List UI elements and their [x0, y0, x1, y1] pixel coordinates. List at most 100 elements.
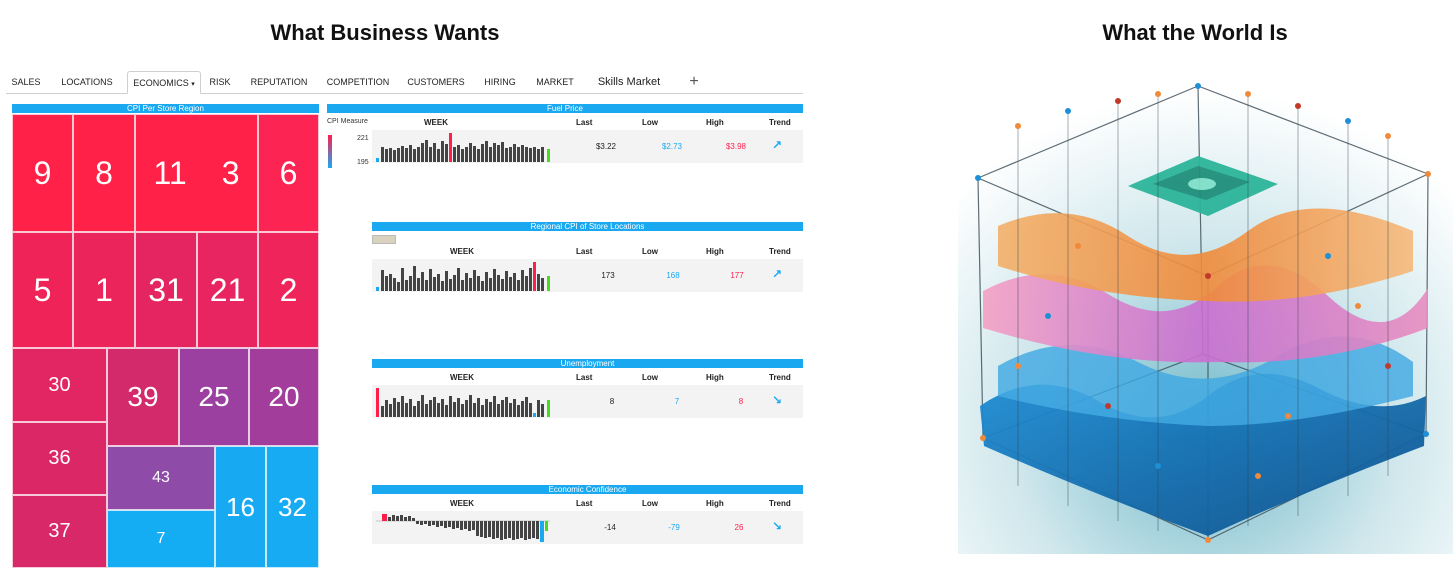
tab-competition[interactable]: COMPETITION	[326, 77, 390, 87]
unemployment-low: 7	[674, 397, 680, 406]
add-tab-button[interactable]: +	[689, 73, 699, 90]
tab-hiring[interactable]: HIRING	[484, 77, 516, 87]
col-last: Last	[576, 499, 593, 508]
col-high: High	[706, 247, 724, 256]
legend-title: CPI Measure	[327, 118, 368, 125]
metric-row[interactable]: 173 168 177 ↗	[372, 259, 803, 292]
network-cube-art	[958, 66, 1453, 554]
col-trend: Trend	[769, 499, 791, 508]
cpi-last: 173	[601, 271, 615, 280]
treemap-cell[interactable]: 37	[12, 495, 107, 568]
trend-down-icon: ↘	[772, 393, 783, 407]
panel-economic-confidence: WEEK Last Low High Trend -14 -79 26 ↘	[372, 496, 803, 546]
col-high: High	[706, 373, 724, 382]
cpi-low: 168	[666, 271, 680, 280]
treemap-cell[interactable]: 8	[73, 114, 135, 232]
top-core	[1128, 156, 1278, 216]
treemap-cell[interactable]: 6	[258, 114, 319, 232]
right-heading: What the World Is	[1102, 20, 1288, 45]
fuel-high: $3.98	[725, 142, 747, 151]
sparkline-fuel	[376, 133, 550, 162]
col-low: Low	[642, 499, 658, 508]
sparkline-cpi	[376, 262, 550, 291]
col-last: Last	[576, 118, 593, 127]
col-week: WEEK	[424, 118, 448, 127]
tab-risk[interactable]: RISK	[209, 77, 231, 87]
treemap-title: CPI Per Store Region	[12, 104, 319, 113]
treemap-cell[interactable]: 32	[266, 446, 319, 568]
treemap-cell[interactable]: 25	[179, 348, 249, 446]
trend-up-icon: ↗	[772, 138, 783, 152]
network-lines	[1017, 94, 1389, 531]
treemap-cell[interactable]: 1	[73, 232, 135, 348]
cpi-legend: CPI Measure 221 195	[325, 118, 373, 170]
tab-locations[interactable]: LOCATIONS	[61, 77, 113, 87]
treemap-cell[interactable]: 20	[249, 348, 319, 446]
network-nodes	[975, 83, 1431, 543]
sparkline-confidence	[376, 514, 550, 542]
chevron-down-icon: ▾	[191, 81, 195, 88]
treemap-cell[interactable]: 11 3	[135, 114, 258, 232]
treemap-cell[interactable]: 36	[12, 422, 107, 495]
sparkline-bars	[381, 266, 544, 291]
cpi-high: 177	[730, 271, 744, 280]
panel-unemployment: WEEK Last Low High Trend 8 7 8 ↘	[372, 370, 803, 420]
col-week: WEEK	[450, 373, 474, 382]
sparkline-bars	[381, 395, 544, 417]
sparkline-bars	[381, 140, 544, 162]
metric-row[interactable]: -14 -79 26 ↘	[372, 511, 803, 544]
confidence-low: -79	[668, 523, 680, 532]
col-high: High	[706, 499, 724, 508]
tab-economics-label: ECONOMICS	[133, 78, 189, 88]
orange-wave-layer	[998, 208, 1413, 302]
tab-customers[interactable]: CUSTOMERS	[407, 77, 465, 87]
treemap-cell[interactable]: 30	[12, 348, 107, 422]
panel-title-economic-confidence: Economic Confidence	[372, 485, 803, 494]
col-low: Low	[642, 373, 658, 382]
col-week: WEEK	[450, 499, 474, 508]
col-last: Last	[576, 247, 593, 256]
col-last: Last	[576, 373, 593, 382]
sparkline-unemployment	[376, 388, 550, 417]
treemap-cell[interactable]: 5	[12, 232, 73, 348]
panel-title-fuel-price: Fuel Price	[327, 104, 803, 113]
metric-row[interactable]: 8 7 8 ↘	[372, 385, 803, 418]
panel-regional-cpi: WEEK Last Low High Trend 173 168 177 ↗	[372, 233, 803, 293]
col-week: WEEK	[450, 247, 474, 256]
tab-economics[interactable]: ECONOMICS ▾	[127, 71, 201, 94]
col-high: High	[706, 118, 724, 127]
tab-market[interactable]: MARKET	[536, 77, 574, 87]
metric-row[interactable]: $3.22 $2.73 $3.98 ↗	[372, 130, 803, 163]
tab-bar: SALES LOCATIONS ECONOMICS ▾ RISK REPUTAT…	[6, 71, 803, 94]
treemap-cell[interactable]: 16	[215, 446, 266, 568]
unemployment-high: 8	[738, 397, 744, 406]
col-low: Low	[642, 247, 658, 256]
col-low: Low	[642, 118, 658, 127]
treemap-cell[interactable]: 9	[12, 114, 73, 232]
panel-fuel-price: WEEK Last Low High Trend $3.22 $2.73 $3.…	[372, 116, 803, 166]
treemap-cell[interactable]: 2	[258, 232, 319, 348]
cpi-treemap: 9 8 11 3 6 5 1 31 21 2 30 39 25 20 36 43 …	[12, 114, 319, 568]
sparkline-bars	[388, 515, 539, 540]
col-trend: Trend	[769, 373, 791, 382]
fuel-low: $2.73	[661, 142, 683, 151]
trend-up-icon: ↗	[772, 267, 783, 281]
panel-title-regional-cpi: Regional CPI of Store Locations	[372, 222, 803, 231]
col-trend: Trend	[769, 118, 791, 127]
tab-reputation[interactable]: REPUTATION	[250, 77, 308, 87]
tab-sales[interactable]: SALES	[11, 77, 41, 87]
tab-skills-market[interactable]: Skills Market	[597, 76, 661, 88]
legend-max: 221	[357, 135, 369, 142]
trend-down-icon: ↘	[772, 519, 783, 533]
confidence-last: -14	[604, 523, 616, 532]
legend-min: 195	[357, 159, 369, 166]
treemap-cell[interactable]: 39	[107, 348, 179, 446]
fuel-last: $3.22	[595, 142, 617, 151]
unemployment-last: 8	[609, 397, 615, 406]
col-trend: Trend	[769, 247, 791, 256]
treemap-cell[interactable]: 21	[197, 232, 258, 348]
treemap-cell[interactable]: 7	[107, 510, 215, 568]
treemap-cell[interactable]: 31	[135, 232, 197, 348]
confidence-high: 26	[734, 523, 744, 532]
treemap-cell[interactable]: 43	[107, 446, 215, 510]
